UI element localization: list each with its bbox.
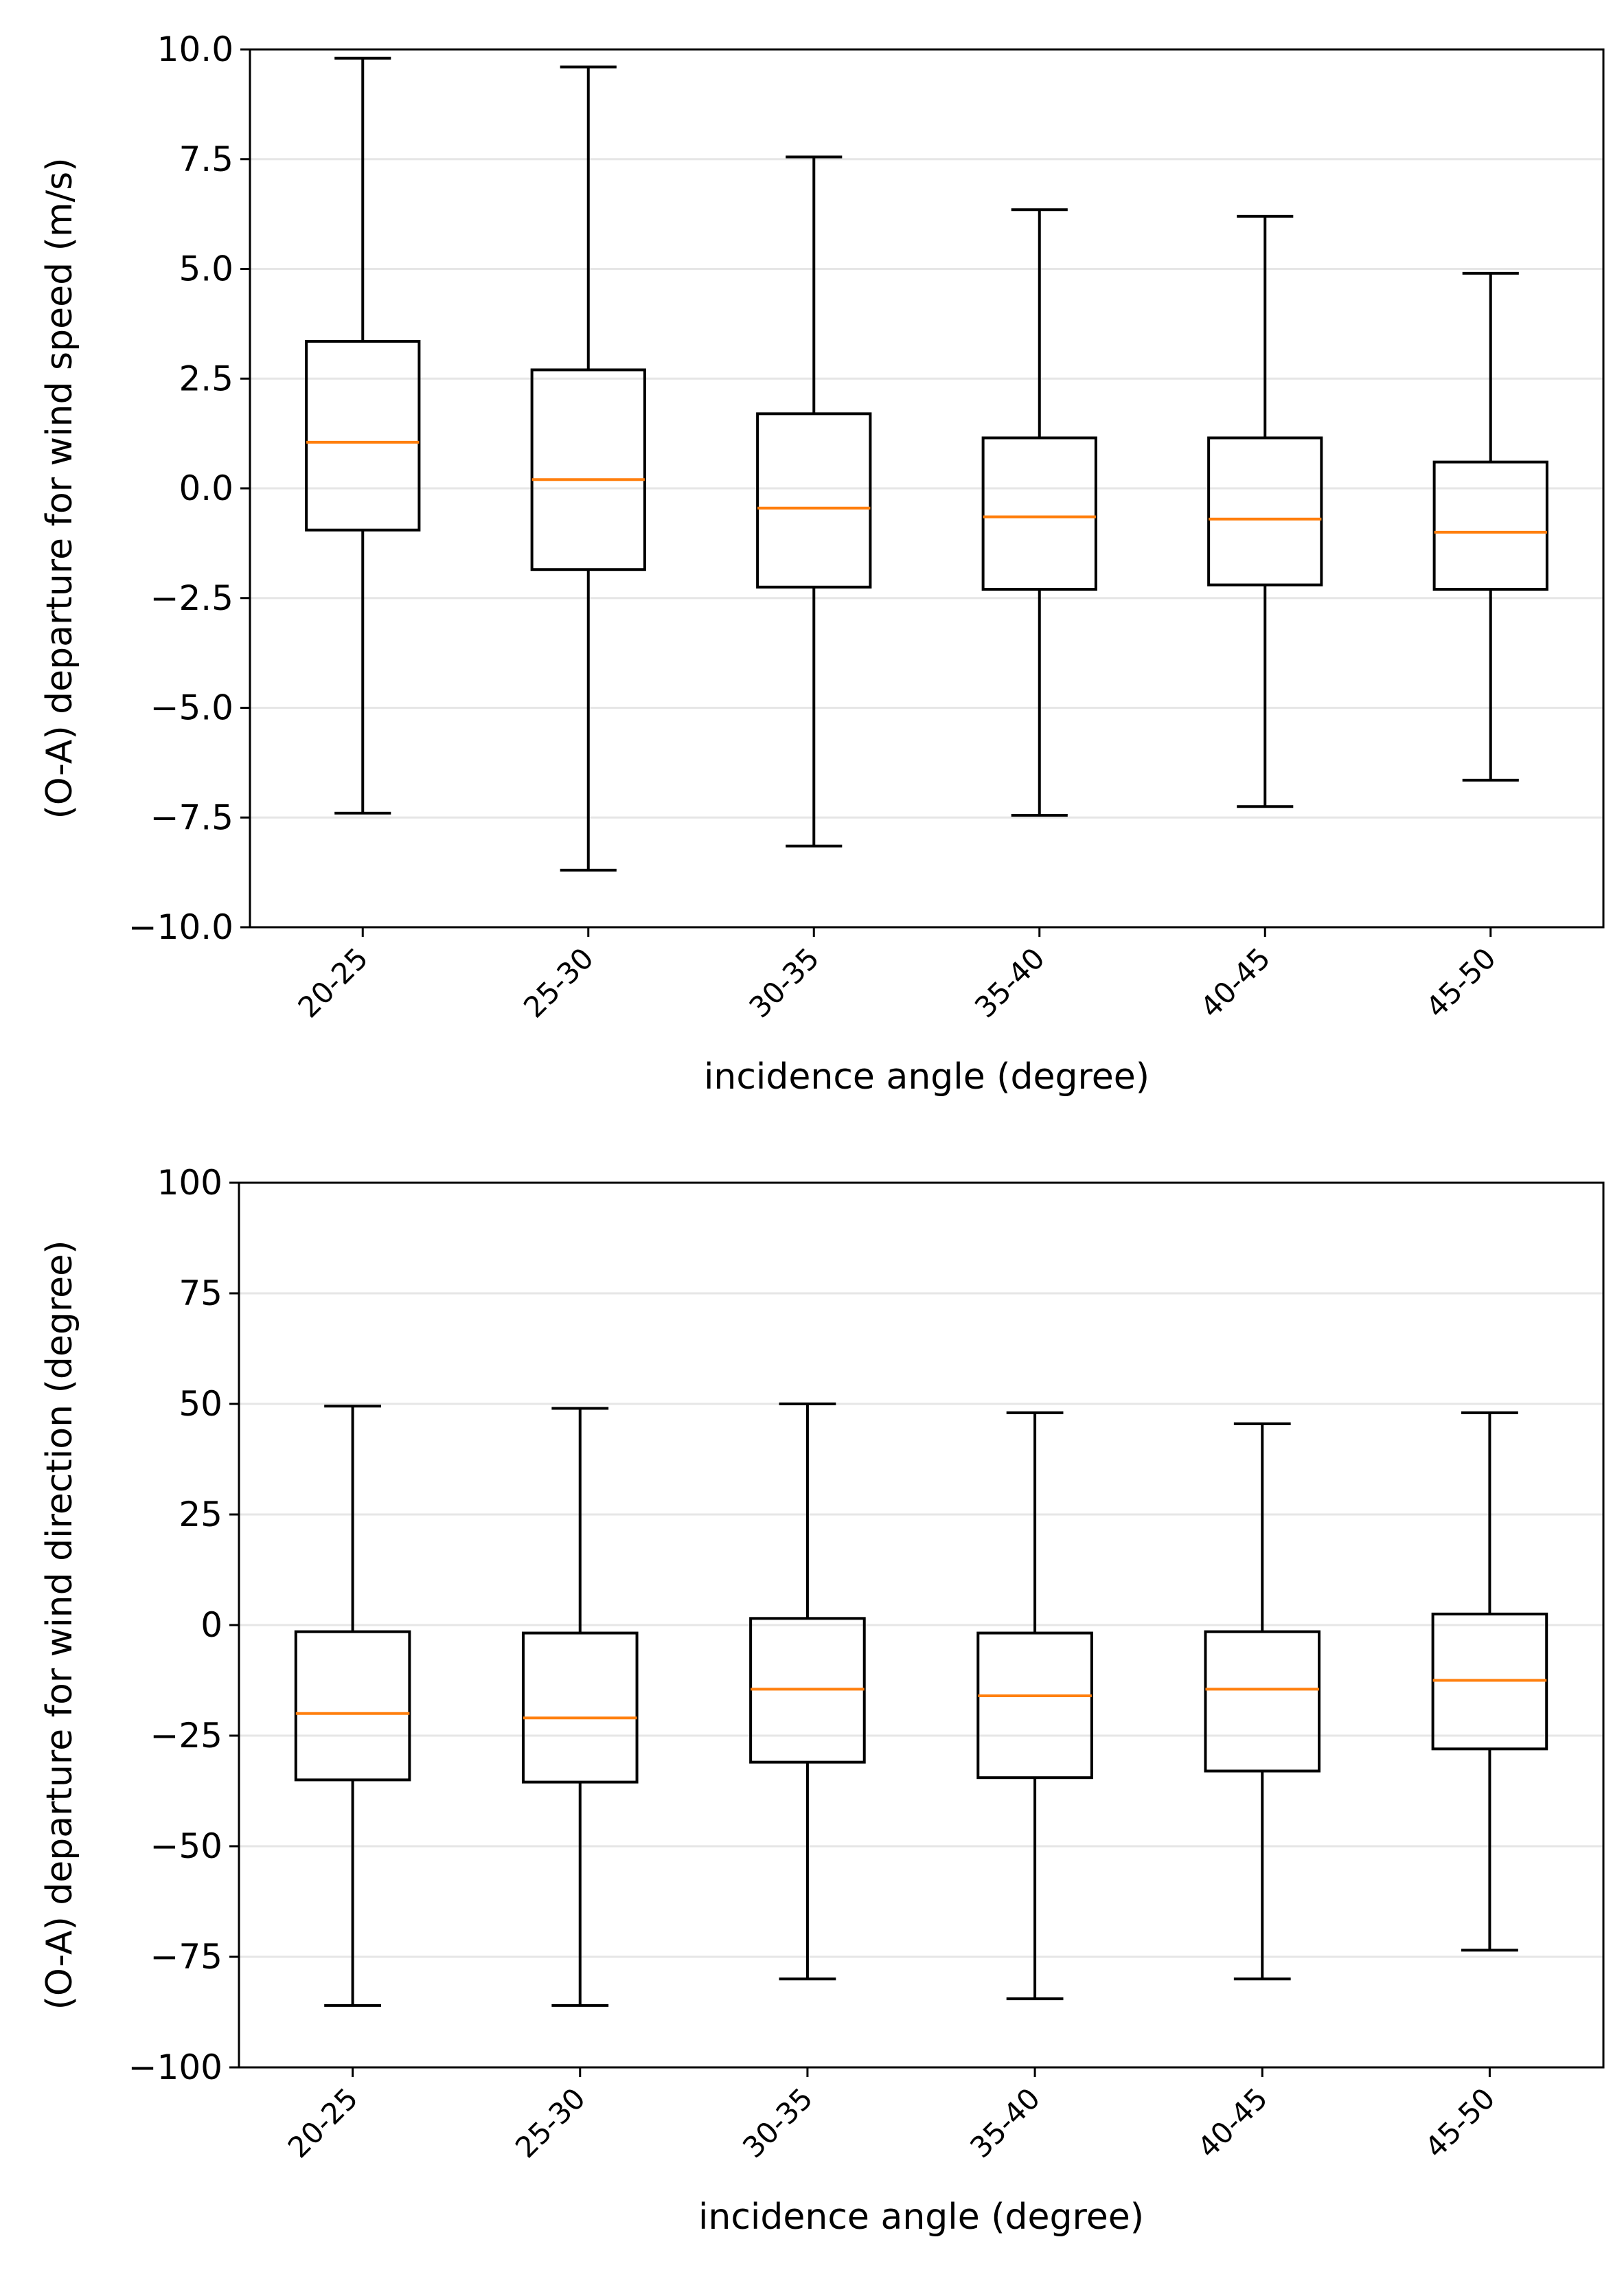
wind-direction-y-tick-label: 0 [201,1605,222,1645]
iqr-box [294,1630,411,1782]
wind-direction-y-tick-label: −100 [128,2047,222,2087]
wind-speed-y-axis-label: (O-A) departure for wind speed (m/s) [39,158,80,819]
wind-speed-box-40-45 [1207,214,1323,808]
wind-speed-y-tick-label: 10.0 [157,30,233,69]
wind-speed-y-tick-label: −2.5 [150,578,233,618]
wind-direction-y-tick-label: 25 [179,1495,222,1534]
wind-speed-y-tick-label: 5.0 [179,249,233,289]
wind-direction-box-45-50 [1431,1411,1548,1952]
wind-direction-x-axis-label: incidence angle (degree) [698,2197,1144,2238]
iqr-box [521,1631,639,1784]
wind-speed-box-20-25 [305,56,421,815]
wind-direction-boxes [294,1403,1548,2007]
iqr-box [981,436,1097,591]
wind-direction-box-35-40 [976,1411,1093,2001]
wind-speed-box-30-35 [756,155,872,848]
iqr-box [756,412,872,589]
wind-speed-y-tick-label: −5.0 [150,688,233,728]
wind-direction-y-tick-label: 50 [179,1384,222,1424]
wind-speed-y-tick-label: 7.5 [179,139,233,179]
wind-direction-y-tick-label: −25 [150,1716,222,1756]
wind-direction-y-tick-label: 100 [157,1163,222,1203]
wind-speed-box-35-40 [981,208,1097,817]
iqr-box [1204,1630,1321,1773]
iqr-box [1432,460,1548,591]
iqr-box [305,339,421,532]
wind-direction-box-25-30 [521,1407,639,2007]
wind-speed-x-axis-label: incidence angle (degree) [704,1056,1150,1098]
wind-direction-box-20-25 [294,1405,411,2007]
wind-speed-y-tick-label: 0.0 [179,468,233,508]
wind-speed-box-25-30 [530,65,646,872]
wind-speed-y-tick-label: −7.5 [150,797,233,837]
wind-direction-y-ticks: 100 75 50 25 0 −25 −50 −75 −100 [128,1163,239,2087]
wind-direction-y-tick-label: −50 [150,1826,222,1866]
wind-direction-y-tick-label: 75 [179,1273,222,1313]
wind-direction-box-40-45 [1204,1422,1321,1981]
wind-speed-box-45-50 [1432,271,1548,782]
iqr-box [530,368,646,571]
wind-speed-y-ticks: 10.0 7.5 5.0 2.5 0.0 −2.5 −5.0 −7.5 −10.0 [128,30,250,947]
iqr-box [976,1631,1093,1780]
iqr-box [1207,436,1323,587]
wind-speed-boxes [305,56,1548,872]
wind-speed-y-tick-label: 2.5 [179,359,233,398]
wind-direction-box-30-35 [749,1403,866,1981]
wind-direction-y-axis-label: (O-A) departure for wind direction (degr… [39,1240,80,2010]
wind-speed-y-tick-label: −10.0 [128,907,233,947]
wind-direction-y-tick-label: −75 [150,1937,222,1977]
